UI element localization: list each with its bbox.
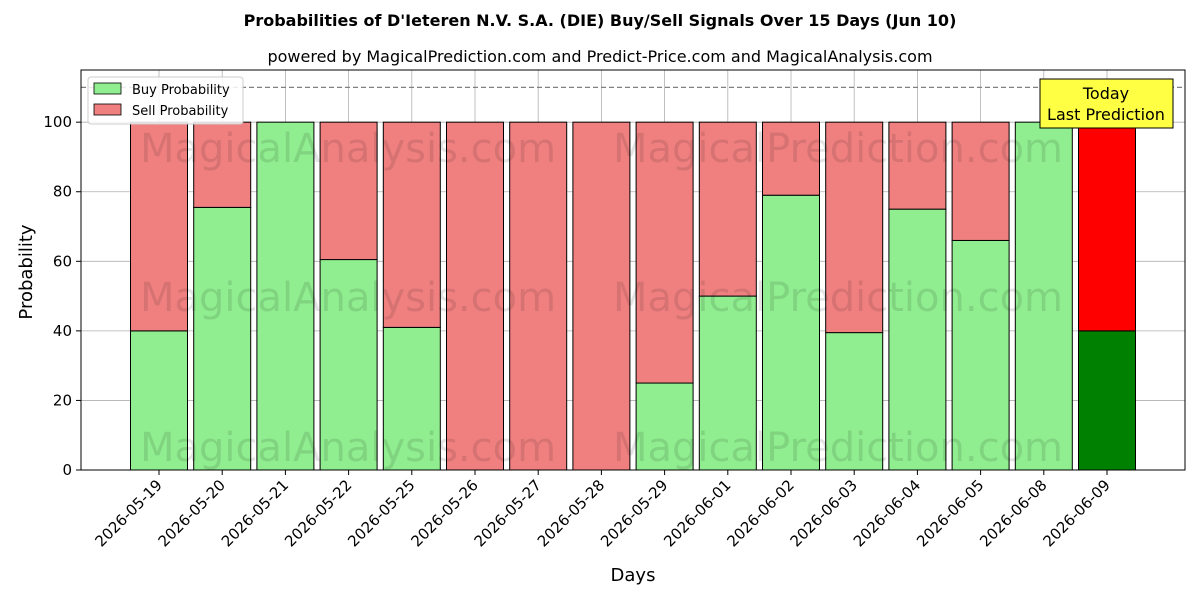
bar-buy [635,382,694,471]
bar-sell [193,121,252,208]
y-tick-label: 0 [62,461,72,479]
legend-swatch-sell [93,103,122,116]
y-tick-label: 20 [53,391,72,409]
watermark-text: MagicalPrediction.com [613,126,1063,172]
legend-label-sell: Sell Probability [132,104,229,119]
bar-buy [382,326,441,471]
watermarks: MagicalAnalysis.com MagicalPrediction.com… [140,126,1063,471]
annotation-box [1039,78,1174,129]
bars [130,121,1136,471]
bar-buy [762,194,820,471]
y-tick-label: 60 [53,252,72,270]
watermark-text: MagicalAnalysis.com [140,275,556,321]
annotation-line2: Last Prediction [1047,105,1165,124]
bar-buy [951,239,1010,471]
legend: Buy Probability Sell Probability [87,76,244,125]
bar-sell [1078,121,1136,332]
bar-buy [698,295,757,471]
legend-box [87,76,244,125]
y-tick-label: 100 [43,113,72,131]
y-tick-label: 80 [53,183,72,201]
bar-sell [130,121,188,332]
bar-buy [888,208,947,471]
today-annotation: Today Last Prediction [1039,78,1174,129]
bar-sell [319,121,378,261]
bar-buy [825,332,884,471]
x-axis-label: Days [611,565,656,586]
watermark-text: MagicalAnalysis.com [140,425,556,471]
bar-sell [762,121,820,196]
bar-sell [698,121,757,297]
chart-title: Probabilities of D'Ieteren N.V. S.A. (DI… [244,11,957,30]
chart-subtitle: powered by MagicalPrediction.com and Pre… [267,47,932,66]
watermark-text: MagicalPrediction.com [613,275,1063,321]
bar-sell [382,121,441,328]
legend-label-buy: Buy Probability [132,83,230,98]
y-tick-label: 40 [53,322,72,340]
bar-buy [1078,330,1136,471]
bar-sell [509,121,568,471]
legend-swatch-buy [93,82,122,95]
bar-sell [635,121,694,384]
plot-frame [80,69,1186,471]
bar-buy [256,121,315,471]
y-axis-label: Probability [16,224,37,319]
annotation-line1: Today [1082,84,1129,103]
bar-sell [825,121,884,334]
bar-buy [1014,121,1073,471]
bar-sell [951,121,1010,241]
watermark-text: MagicalAnalysis.com [140,126,556,172]
watermark-text: MagicalPrediction.com [613,425,1063,471]
bar-sell [888,121,947,210]
